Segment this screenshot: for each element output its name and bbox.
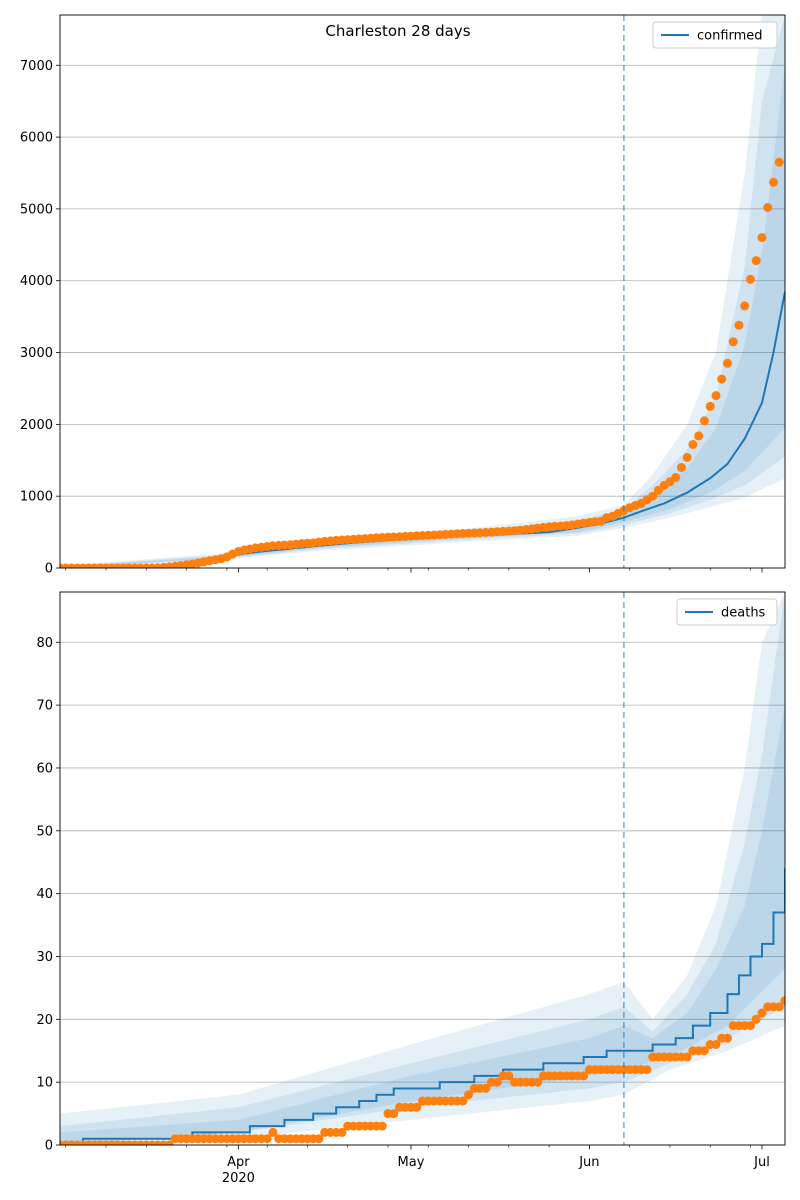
y-tick-label: 80 — [36, 636, 53, 651]
uncertainty-band-outer — [60, 592, 785, 1145]
y-tick-label: 30 — [36, 950, 53, 965]
y-tick-label: 6000 — [20, 131, 53, 146]
x-tick-label: Jul — [753, 1155, 770, 1170]
y-tick-label: 40 — [36, 887, 53, 902]
y-tick-label: 4000 — [20, 274, 53, 289]
observed-point — [682, 1052, 692, 1062]
observed-point — [533, 1077, 543, 1087]
y-tick-label: 20 — [36, 1013, 53, 1028]
observed-point — [688, 440, 698, 449]
observed-point — [464, 1090, 473, 1100]
observed-point — [694, 431, 704, 441]
observed-point — [504, 1071, 514, 1081]
observed-point — [671, 473, 681, 482]
observed-point — [481, 1083, 491, 1093]
y-tick-label: 2000 — [20, 418, 53, 433]
observed-point — [262, 1134, 272, 1144]
legend-label: deaths — [721, 606, 766, 621]
confirmed-panel: Charleston 28 days 0 1000 2000 3000 4000 5000… — [20, 14, 786, 577]
observed-point — [648, 491, 658, 501]
observed-point — [377, 1121, 387, 1131]
legend-box — [676, 598, 778, 626]
observed-point — [740, 301, 750, 311]
observed-point — [164, 1140, 174, 1145]
x-tick-label: Jun — [578, 1155, 599, 1170]
observed-point — [751, 256, 761, 266]
observed-point — [757, 233, 767, 243]
observed-point — [705, 401, 715, 411]
x-tick-year-label: 2020 — [222, 1171, 255, 1186]
y-tick-label: 0 — [45, 1139, 53, 1154]
observed-point — [458, 1096, 468, 1106]
observed-point — [412, 1102, 422, 1112]
observed-point — [780, 996, 785, 1005]
observed-point — [757, 1008, 767, 1018]
observed-point — [769, 177, 778, 187]
x-tick-label: May — [398, 1155, 425, 1170]
observed-point — [751, 1014, 761, 1024]
y-tick-label: 7000 — [20, 59, 53, 74]
observed-point — [314, 1134, 324, 1144]
observed-point — [763, 203, 773, 212]
observed-point — [389, 1109, 399, 1119]
observed-point — [774, 1002, 784, 1012]
observed-point — [676, 463, 686, 472]
x-tick-label: Apr — [227, 1155, 250, 1170]
legend-label: confirmed — [697, 29, 763, 44]
observed-point — [717, 374, 727, 384]
chart-title: Charleston 28 days — [325, 22, 470, 40]
observed-point — [711, 1040, 721, 1049]
legend: deaths — [676, 598, 778, 626]
uncertainty-band-inner — [60, 705, 785, 1145]
y-tick-label: 0 — [45, 562, 53, 577]
observed-point — [642, 1065, 652, 1075]
observed-point — [723, 358, 732, 368]
y-tick-label: 3000 — [20, 346, 53, 361]
plot-area — [60, 592, 785, 1145]
y-tick-label: 1000 — [20, 490, 53, 505]
y-tick-label: 5000 — [20, 202, 53, 217]
legend-box — [652, 21, 778, 49]
axes-frame — [59, 591, 786, 1146]
observed-point — [682, 452, 692, 462]
observed-point — [699, 416, 709, 426]
observed-point — [774, 157, 784, 167]
observed-point — [492, 1077, 502, 1087]
y-tick-label: 60 — [36, 761, 53, 776]
observed-point — [746, 1021, 755, 1031]
y-tick-label: 10 — [36, 1076, 53, 1091]
y-tick-label: 70 — [36, 699, 53, 714]
observed-point — [711, 391, 721, 401]
observed-point — [723, 1033, 732, 1043]
y-tick-label: 50 — [36, 824, 53, 839]
observed-point — [268, 1127, 278, 1137]
observed-point — [746, 274, 755, 284]
axes-frame — [59, 14, 786, 569]
model-line — [60, 868, 785, 1145]
plot-area — [60, 15, 785, 568]
observed-point — [728, 337, 738, 347]
observed-point — [699, 1046, 709, 1056]
observed-point — [337, 1127, 347, 1137]
legend: confirmed — [652, 21, 778, 49]
observed-point — [734, 320, 744, 330]
observed-point — [579, 1071, 589, 1081]
